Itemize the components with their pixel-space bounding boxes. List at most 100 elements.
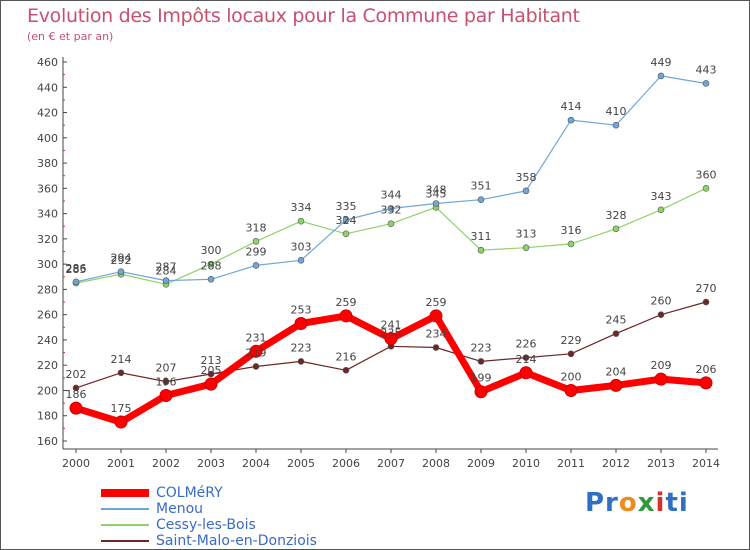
data-label-cessy-les-bois: 332 <box>381 204 402 217</box>
y-tick-label: 460 <box>37 56 58 69</box>
x-tick-label: 2006 <box>332 457 360 470</box>
data-point-menou <box>117 268 125 276</box>
data-label-colm-ry: 241 <box>381 319 402 332</box>
data-point-menou <box>207 275 215 283</box>
data-label-cessy-les-bois: 345 <box>426 187 447 200</box>
data-label-saint-malo-en-donziois: 219 <box>246 346 267 359</box>
data-point-colm-ry <box>474 385 488 399</box>
y-tick-label: 180 <box>37 410 58 423</box>
data-point-menou <box>477 196 485 204</box>
data-point-menou <box>432 200 440 207</box>
data-label-cessy-les-bois: 316 <box>561 224 582 237</box>
y-tick-label: 160 <box>37 435 58 448</box>
x-tick-label: 2005 <box>287 457 315 470</box>
data-label-saint-malo-en-donziois: 260 <box>651 295 672 308</box>
y-tick-label: 220 <box>37 359 58 372</box>
data-label-saint-malo-en-donziois: 214 <box>111 353 132 366</box>
data-label-menou: 299 <box>246 245 267 258</box>
data-label-saint-malo-en-donziois: 207 <box>156 362 177 375</box>
data-label-menou: 303 <box>291 240 312 253</box>
data-label-cessy-les-bois: 300 <box>201 244 222 257</box>
data-point-colm-ry <box>384 332 398 346</box>
data-label-menou: 358 <box>516 171 537 184</box>
chart-subtitle: (en € et par an) <box>27 30 114 43</box>
data-label-menou: 344 <box>381 189 402 202</box>
legend-label: Menou <box>156 501 204 517</box>
data-label-colm-ry: 205 <box>201 364 222 377</box>
data-point-menou <box>162 277 170 284</box>
y-tick-label: 320 <box>37 233 58 246</box>
data-point-colm-ry <box>249 344 263 358</box>
data-label-cessy-les-bois: 285 <box>66 263 87 276</box>
data-label-saint-malo-en-donziois: 216 <box>336 350 357 363</box>
data-label-colm-ry: 206 <box>696 363 717 376</box>
data-label-menou: 414 <box>561 100 582 113</box>
data-label-cessy-les-bois: 328 <box>606 209 627 222</box>
data-label-colm-ry: 196 <box>156 376 177 389</box>
data-label-colm-ry: 200 <box>561 370 582 383</box>
data-label-menou: 294 <box>111 252 132 265</box>
data-label-cessy-les-bois: 318 <box>246 221 267 234</box>
data-point-colm-ry <box>699 376 713 390</box>
data-point-menou <box>72 278 80 286</box>
data-label-cessy-les-bois: 313 <box>516 228 537 241</box>
data-point-saint-malo-en-donziois <box>252 363 260 370</box>
data-point-menou <box>342 216 350 224</box>
data-label-colm-ry: 231 <box>246 331 267 344</box>
y-tick-label: 340 <box>37 208 58 221</box>
data-point-colm-ry <box>429 309 443 323</box>
y-tick-label: 420 <box>37 107 58 120</box>
data-label-colm-ry: 186 <box>66 388 87 401</box>
legend-swatch <box>101 508 149 510</box>
data-label-saint-malo-en-donziois: 229 <box>561 334 582 347</box>
x-tick-label: 2009 <box>467 457 495 470</box>
data-label-cessy-les-bois: 292 <box>111 254 132 267</box>
x-tick-label: 2003 <box>197 457 225 470</box>
data-point-colm-ry <box>159 389 173 403</box>
data-point-cessy-les-bois <box>522 244 530 252</box>
data-point-cessy-les-bois <box>297 217 305 225</box>
data-point-menou <box>567 116 575 124</box>
data-point-menou <box>612 121 620 129</box>
data-label-colm-ry: 253 <box>291 304 312 317</box>
legend-label: Saint-Malo-en-Donziois <box>156 533 317 549</box>
data-point-saint-malo-en-donziois <box>657 311 665 318</box>
x-tick-label: 2007 <box>377 457 405 470</box>
x-tick-label: 2002 <box>152 457 180 470</box>
data-label-saint-malo-en-donziois: 223 <box>471 341 492 354</box>
data-label-menou: 410 <box>606 105 627 118</box>
x-tick-label: 2012 <box>602 457 630 470</box>
y-tick-label: 280 <box>37 283 58 296</box>
x-tick-label: 2000 <box>62 457 90 470</box>
data-label-saint-malo-en-donziois: 235 <box>381 326 402 339</box>
data-point-menou <box>657 72 665 80</box>
data-point-cessy-les-bois <box>252 238 260 245</box>
data-label-colm-ry: 259 <box>426 296 447 309</box>
data-label-cessy-les-bois: 343 <box>651 190 672 203</box>
data-label-menou: 443 <box>696 63 717 76</box>
data-point-menou <box>252 262 260 269</box>
data-point-cessy-les-bois <box>387 220 395 228</box>
data-point-colm-ry <box>69 401 83 415</box>
y-tick-label: 300 <box>37 258 58 271</box>
data-label-colm-ry: 199 <box>471 372 492 385</box>
y-tick-label: 400 <box>37 132 58 145</box>
data-point-saint-malo-en-donziois <box>702 298 710 306</box>
y-tick-label: 240 <box>37 334 58 347</box>
data-label-cessy-les-bois: 334 <box>291 201 312 214</box>
data-point-colm-ry <box>609 378 623 392</box>
data-point-saint-malo-en-donziois <box>342 366 350 374</box>
data-point-saint-malo-en-donziois <box>432 344 440 351</box>
data-point-cessy-les-bois <box>207 260 215 268</box>
data-point-saint-malo-en-donziois <box>207 370 215 378</box>
data-label-cessy-les-bois: 284 <box>156 264 177 277</box>
data-label-saint-malo-en-donziois: 202 <box>66 368 87 381</box>
data-label-menou: 348 <box>426 183 447 196</box>
x-tick-label: 2014 <box>692 457 720 470</box>
data-label-cessy-les-bois: 360 <box>696 168 717 181</box>
x-tick-label: 2008 <box>422 457 450 470</box>
x-tick-label: 2011 <box>557 457 585 470</box>
data-labels: 202 214 207 213 219 223 216 235 234 223 226 229 245 2… <box>66 56 717 415</box>
data-label-menou: 335 <box>336 200 357 213</box>
